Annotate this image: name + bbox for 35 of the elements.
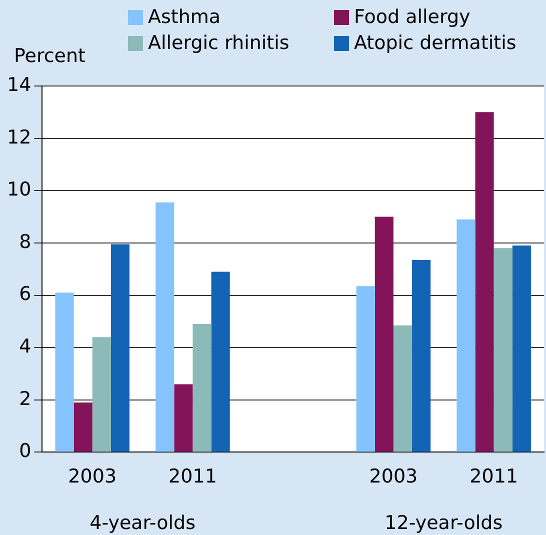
- x-tick-label: 2011: [168, 466, 217, 488]
- bar: [412, 260, 431, 452]
- bar: [192, 324, 212, 452]
- y-tick-label: 4: [19, 336, 32, 358]
- bar: [110, 244, 130, 452]
- text: 12-year-olds: [384, 512, 503, 534]
- y-tick-label: 8: [19, 230, 32, 253]
- y-tick-label: 2: [19, 388, 32, 410]
- bar: [174, 384, 193, 452]
- y-axis-title: Percent: [14, 45, 86, 67]
- bar: [55, 292, 74, 452]
- bar: [374, 216, 394, 452]
- y-tick-label: 14: [6, 74, 32, 96]
- y-tick-label: 12: [6, 126, 32, 148]
- bar: [393, 325, 412, 452]
- legend-label: Asthma: [148, 6, 221, 28]
- bar: [356, 286, 375, 452]
- x-tick-label: 2011: [470, 466, 518, 488]
- x-tick-label: 2003: [68, 466, 117, 488]
- legend-label: Allergic rhinitis: [148, 32, 290, 54]
- x-tick-label: 2003: [369, 466, 418, 488]
- bar: [92, 337, 111, 452]
- y-tick-label: 0: [19, 440, 32, 462]
- bar: [156, 202, 174, 452]
- bar: [456, 219, 476, 452]
- y-tick-label: 10: [6, 178, 32, 201]
- y-tick-label: 6: [19, 283, 32, 306]
- legend-label: Atopic dermatitis: [354, 32, 516, 54]
- bar: [475, 112, 494, 452]
- text: 4-year-olds: [90, 512, 196, 534]
- bar: [494, 248, 512, 452]
- bar: [512, 246, 531, 452]
- bar: [211, 272, 230, 452]
- bar: [74, 402, 92, 452]
- legend-label: Food allergy: [354, 6, 470, 28]
